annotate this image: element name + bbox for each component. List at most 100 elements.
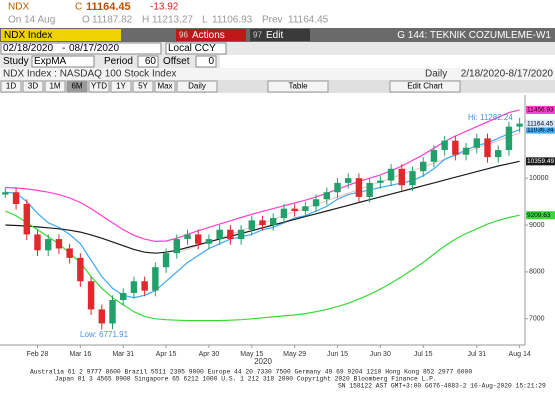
candle-body	[195, 234, 202, 244]
candle-body	[366, 182, 373, 197]
y-tick-label: 8000	[529, 269, 545, 276]
period-button-label: 6M	[71, 82, 82, 91]
x-year: 2020	[254, 357, 272, 366]
actions-button[interactable]	[176, 29, 246, 41]
security: NDX Index	[4, 30, 52, 41]
edit-chart-button[interactable]	[389, 80, 461, 93]
end-value-box	[526, 119, 555, 128]
candle-body	[98, 309, 105, 324]
x-tick-label: Jun 15	[327, 351, 348, 358]
candle-body	[473, 138, 480, 148]
footer-line: SN 158122 AST GMT+3:00 G676-4083-2 16-Au…	[338, 383, 546, 390]
offset-label: Offset	[163, 56, 190, 67]
period-button[interactable]	[66, 80, 88, 93]
period-button-label: 1Y	[116, 82, 126, 91]
table-button[interactable]	[267, 80, 329, 93]
candle-body	[355, 178, 363, 197]
table: Table	[288, 82, 308, 91]
date-sep: -	[62, 43, 65, 54]
candle-body	[312, 199, 320, 207]
period-label: Period	[104, 56, 133, 67]
period-button-label: 3D	[28, 82, 38, 91]
actions-num: 96	[179, 31, 188, 40]
period-button[interactable]	[132, 80, 154, 93]
period-button[interactable]	[44, 80, 66, 93]
candle-body	[291, 208, 298, 211]
prev-label: Prev	[262, 15, 283, 26]
study-label: Study	[3, 56, 29, 67]
offset-field[interactable]	[195, 55, 217, 68]
currency-field[interactable]	[165, 42, 227, 55]
low: 11106.93	[212, 15, 253, 26]
period-buttons: 1D 3D 1M 6M YTD 1Y 5Y Max Daily	[0, 80, 218, 93]
date-field[interactable]	[0, 42, 162, 55]
y-tick-label: 10000	[529, 175, 549, 182]
candle-body	[462, 147, 470, 155]
candle-body	[280, 208, 288, 219]
end-value-label: 11036.34	[527, 126, 554, 133]
change: -13.92	[150, 2, 179, 13]
low-annotation: Low: 6771.91	[80, 330, 129, 339]
x-tick-label: Jul 15	[414, 351, 433, 358]
security-box[interactable]	[1, 29, 121, 41]
candle-body	[45, 239, 52, 251]
candle-body	[387, 168, 395, 181]
x-tick-label: Apr 30	[199, 351, 220, 358]
x-tick-label: May 15	[240, 351, 263, 358]
c-label: C	[75, 2, 82, 13]
period-button[interactable]	[0, 80, 22, 93]
period-button[interactable]	[88, 80, 110, 93]
candle-body	[130, 281, 138, 293]
edit-button[interactable]	[250, 29, 310, 41]
study-field[interactable]	[31, 55, 95, 68]
candle-body	[184, 234, 191, 240]
edit-num: 97	[253, 31, 262, 40]
y-tick-label: 9000	[529, 222, 545, 229]
high: 11213.27	[152, 15, 193, 26]
period: 60	[145, 56, 157, 67]
candle-body	[505, 126, 513, 151]
open: 11187.82	[92, 15, 133, 26]
candle-body	[216, 229, 223, 240]
period-button[interactable]	[110, 80, 132, 93]
candle-body	[227, 229, 234, 240]
end-value-box	[526, 125, 555, 134]
edit: Edit	[266, 30, 283, 41]
period-button-label: 5Y	[138, 82, 148, 91]
candle-body	[398, 168, 405, 186]
candle-body	[334, 182, 341, 193]
candle-body	[152, 267, 159, 291]
y-tick-label: 7000	[529, 316, 545, 323]
candle-body	[120, 292, 127, 301]
description: NDX Index : NASDAQ 100 Stock Index	[3, 69, 176, 80]
candle-body	[173, 239, 180, 254]
x-tick-label: Mar 31	[112, 351, 134, 358]
actions: Actions	[192, 30, 225, 41]
candle-body	[484, 138, 491, 158]
plot: 7000 8000 9000 10000 Feb 28 Mar 16 Mar 31 Apr 1…	[2, 105, 555, 358]
candle-body	[516, 123, 523, 127]
x-tick-label: May 29	[283, 351, 306, 358]
h-label: H	[142, 15, 149, 26]
l-label: L	[202, 15, 208, 26]
frequency: Daily	[425, 69, 447, 80]
x-tick-label: Mar 16	[69, 351, 91, 358]
x-tick-label: Apr 15	[156, 351, 177, 358]
candle-body	[323, 192, 330, 200]
period-button[interactable]	[22, 80, 44, 93]
hi-annotation: Hi: 11282.24	[468, 113, 513, 122]
currency: Local CCY	[168, 43, 216, 54]
offset: 0	[208, 56, 214, 67]
candle-body	[430, 150, 438, 162]
period-button-label: 1M	[49, 82, 60, 91]
period-button[interactable]	[176, 80, 218, 93]
x-tick-label: Feb 28	[27, 351, 49, 358]
study: ExpMA	[34, 56, 67, 67]
candle-body	[77, 257, 84, 282]
candle-body	[87, 281, 95, 310]
period-button[interactable]	[154, 80, 176, 93]
period-button-label: Daily	[188, 82, 206, 91]
period-field[interactable]	[137, 55, 159, 68]
end-value-box	[526, 157, 555, 166]
